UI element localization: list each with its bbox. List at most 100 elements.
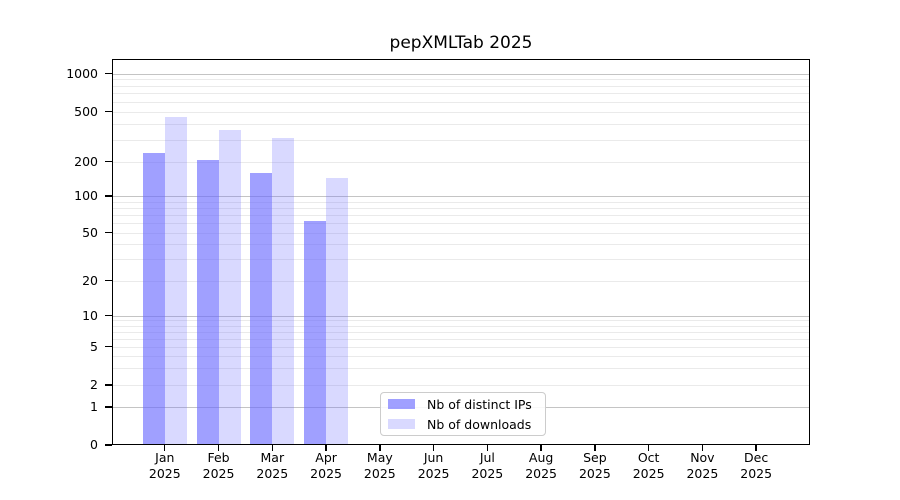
- gridline-minor: [112, 325, 810, 327]
- x-axis-tick-label-line: 2025: [686, 466, 719, 481]
- gridline-minor: [112, 139, 810, 141]
- x-axis-tick-label-dec: Dec 2025: [724, 450, 788, 482]
- gridline-major: [112, 315, 810, 317]
- x-tick-mark: [432, 445, 435, 451]
- x-axis-tick-label-jul: Jul 2025: [455, 450, 519, 482]
- x-axis-tick-label-line: Dec: [744, 450, 769, 465]
- gridline-minor: [112, 123, 810, 125]
- gridline-minor: [112, 214, 810, 216]
- gridline-minor: [112, 356, 810, 358]
- legend-label: Nb of distinct IPs: [427, 396, 532, 412]
- x-axis-tick-label-jan: Jan 2025: [133, 450, 197, 482]
- y-axis-tick-label: 20: [82, 272, 98, 288]
- x-axis-tick-label-line: Jun: [423, 450, 444, 465]
- bar-downloads-apr: [326, 178, 349, 445]
- gridline-minor: [112, 93, 810, 95]
- y-tick-mark: [105, 315, 112, 317]
- x-axis-tick-label-line: 2025: [417, 466, 450, 481]
- y-axis-tick-label: 2: [90, 377, 98, 392]
- y-tick-mark: [105, 72, 112, 75]
- x-axis-tick-label-sep: Sep 2025: [563, 450, 627, 482]
- x-axis-tick-label-line: 2025: [363, 466, 396, 481]
- chart-title: pepXMLTab 2025: [389, 33, 533, 53]
- x-axis-tick-label-line: 2025: [148, 466, 181, 481]
- x-axis-tick-label-jun: Jun 2025: [402, 450, 466, 482]
- x-axis-tick-label-line: Jul: [479, 450, 495, 465]
- y-axis-tick-label: 200: [74, 153, 98, 169]
- y-axis-tick-label: 1000: [66, 65, 98, 81]
- y-tick-mark: [105, 232, 112, 234]
- y-axis-tick-label: 10: [82, 307, 98, 323]
- x-tick-mark: [325, 445, 327, 451]
- x-tick-mark: [379, 445, 381, 451]
- x-tick-mark: [271, 445, 273, 451]
- gridline-minor: [112, 280, 810, 282]
- gridline-minor: [112, 368, 810, 370]
- y-tick-mark: [105, 406, 112, 408]
- x-axis-tick-label-line: 2025: [632, 466, 665, 481]
- x-axis-tick-label-line: Aug: [528, 450, 554, 465]
- downloads-swatch-icon: [388, 419, 415, 429]
- x-axis-tick-label-oct: Oct 2025: [617, 450, 681, 482]
- gridline-minor: [112, 85, 810, 87]
- y-axis-tick-label: 50: [82, 224, 98, 240]
- x-axis-tick-label-line: 2025: [740, 466, 773, 481]
- x-axis-tick-label-line: Jan: [155, 450, 175, 465]
- bar-distinct-ips-apr: [304, 221, 327, 445]
- x-axis-tick-label-nov: Nov 2025: [670, 450, 734, 482]
- y-tick-mark: [105, 195, 112, 197]
- y-tick-mark: [105, 346, 112, 348]
- y-tick-mark: [105, 384, 112, 386]
- gridline-minor: [112, 346, 810, 348]
- x-tick-mark: [594, 445, 596, 451]
- x-axis-tick-label-line: Nov: [690, 450, 715, 465]
- x-tick-mark: [164, 445, 166, 451]
- legend-item-distinct-ips: Nb of distinct IPs: [388, 394, 545, 414]
- gridline-minor: [112, 79, 810, 81]
- x-axis-tick-label-apr: Apr 2025: [294, 450, 358, 482]
- legend-label: Nb of downloads: [427, 416, 532, 432]
- x-tick-mark: [701, 445, 704, 451]
- gridline-minor: [112, 320, 810, 322]
- gridline-minor: [112, 338, 810, 340]
- gridline-minor: [112, 161, 810, 163]
- x-axis-tick-label-line: 2025: [471, 466, 504, 481]
- y-axis-tick-label: 1: [90, 399, 98, 414]
- x-axis-tick-label-line: May: [366, 450, 393, 465]
- x-axis-tick-label-line: 2025: [578, 466, 611, 481]
- gridline-minor: [112, 111, 810, 113]
- y-axis-tick-label: 0: [90, 437, 98, 452]
- x-axis-tick-label-line: 2025: [310, 466, 342, 481]
- y-axis-tick-label: 5: [90, 338, 98, 354]
- x-axis-tick-label-mar: Mar 2025: [240, 450, 304, 482]
- y-tick-mark: [105, 161, 112, 163]
- x-axis-tick-label-aug: Aug 2025: [509, 450, 573, 482]
- gridline-minor: [112, 232, 810, 234]
- gridline-minor: [112, 201, 810, 203]
- y-tick-mark: [105, 111, 112, 113]
- gridline-minor: [112, 244, 810, 246]
- legend: Nb of distinct IPs Nb of downloads: [380, 392, 546, 436]
- gridline-major: [112, 196, 810, 197]
- bar-distinct-ips-feb: [196, 160, 219, 445]
- y-axis-tick-label: 500: [74, 103, 98, 119]
- x-axis-tick-label-feb: Feb 2025: [187, 450, 251, 482]
- distinct-ips-swatch-icon: [388, 399, 415, 409]
- bar-downloads-feb: [218, 129, 241, 445]
- x-axis-tick-label-may: May 2025: [348, 450, 412, 482]
- gridline-minor: [112, 223, 810, 225]
- gridline-minor: [112, 207, 810, 209]
- y-axis-tick-label: 100: [74, 188, 98, 203]
- x-tick-mark: [217, 445, 220, 451]
- bar-downloads-jan: [164, 116, 187, 445]
- gridline-minor: [112, 385, 810, 386]
- x-tick-mark: [647, 445, 650, 451]
- y-tick-mark: [105, 444, 112, 446]
- x-axis-tick-label-line: 2025: [256, 466, 289, 481]
- bar-downloads-mar: [272, 138, 295, 445]
- bar-distinct-ips-mar: [250, 173, 273, 445]
- x-axis-tick-label-line: 2025: [202, 466, 235, 481]
- legend-item-downloads: Nb of downloads: [388, 414, 545, 434]
- x-axis-tick-label-line: Apr: [315, 450, 337, 465]
- x-axis-tick-label-line: Oct: [637, 450, 660, 465]
